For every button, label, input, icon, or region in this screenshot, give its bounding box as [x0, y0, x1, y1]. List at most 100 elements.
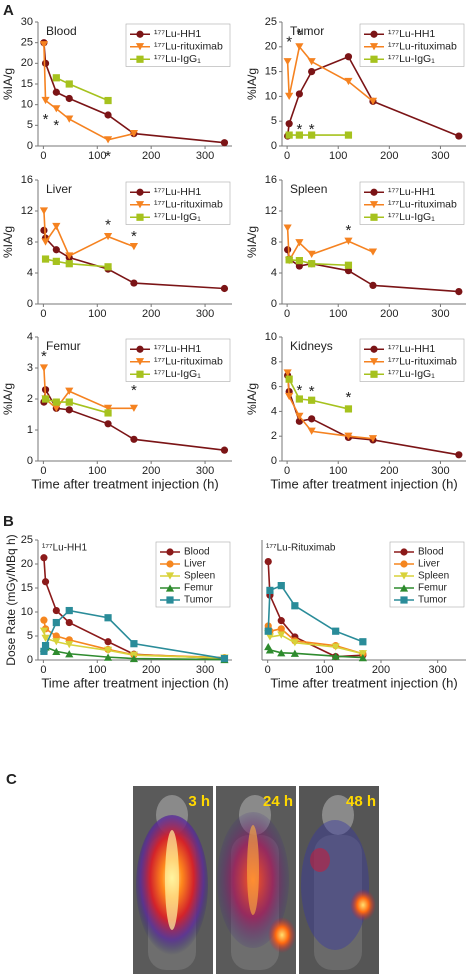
chart-title: Tumor	[290, 24, 324, 38]
marker	[295, 395, 303, 403]
marker	[308, 415, 316, 423]
marker	[455, 451, 463, 459]
marker	[369, 358, 379, 366]
legend-label: ¹⁷⁷Lu-rituximab	[154, 356, 223, 368]
significance-mark: *	[296, 121, 302, 138]
marker	[295, 131, 303, 139]
marker	[370, 345, 378, 353]
marker	[40, 616, 48, 624]
marker	[400, 596, 408, 604]
marker	[41, 96, 50, 105]
marker	[285, 375, 293, 383]
marker	[307, 427, 316, 435]
x-tick-label: 100	[329, 308, 347, 320]
series-line	[286, 372, 374, 440]
legend-label: ¹⁷⁷Lu-HH1	[154, 343, 201, 355]
y-tick-label: 25	[21, 37, 33, 49]
marker	[104, 96, 112, 105]
chart-title: Blood	[46, 24, 77, 38]
significance-mark: *	[131, 228, 137, 245]
image-label: 48 h	[346, 793, 376, 810]
legend-label: ¹⁷⁷Lu-IgG₁	[154, 211, 201, 223]
marker	[277, 625, 285, 633]
legend-label: ¹⁷⁷Lu-rituximab	[388, 356, 457, 368]
panel-label: A	[3, 2, 14, 19]
x-tick-label: 300	[196, 150, 214, 162]
legend-label: Spleen	[418, 571, 449, 582]
marker	[52, 398, 60, 406]
marker	[65, 641, 74, 649]
marker	[103, 404, 113, 412]
significance-mark: *	[53, 117, 59, 134]
marker	[344, 432, 353, 440]
marker	[295, 262, 303, 270]
y-tick-label: 15	[265, 66, 277, 78]
marker	[370, 370, 378, 378]
legend-label: Tumor	[184, 595, 213, 606]
marker	[136, 55, 144, 63]
y-tick-label: 20	[21, 558, 33, 570]
marker	[369, 43, 379, 51]
marker	[39, 364, 49, 372]
marker	[136, 370, 144, 378]
y-tick-label: 16	[265, 174, 277, 186]
significance-mark: *	[346, 222, 352, 239]
chart-title: ¹⁷⁷Lu-Rituximab	[266, 543, 336, 554]
marker	[344, 261, 353, 269]
chart-title: ¹⁷⁷Lu-HH1	[42, 543, 87, 554]
marker	[285, 256, 293, 264]
marker	[370, 55, 378, 63]
x-tick-label: 100	[88, 465, 106, 477]
y-tick-label: 6	[271, 381, 277, 393]
marker	[368, 97, 378, 105]
scan-image	[216, 786, 296, 974]
marker	[65, 115, 74, 123]
legend-label: ¹⁷⁷Lu-rituximab	[388, 199, 457, 211]
marker	[368, 435, 378, 443]
x-tick-label: 200	[142, 150, 160, 162]
marker	[136, 345, 144, 353]
y-tick-label: 0	[271, 298, 277, 310]
significance-mark: *	[105, 148, 111, 165]
x-tick-label: 300	[431, 465, 449, 477]
y-tick-label: 4	[27, 331, 33, 343]
marker	[291, 602, 299, 610]
series-line	[267, 561, 363, 658]
legend-label: ¹⁷⁷Lu-IgG₁	[388, 368, 435, 380]
series-line	[55, 77, 109, 102]
marker	[40, 647, 48, 655]
x-tick-label: 300	[428, 664, 446, 676]
marker	[65, 606, 73, 615]
marker	[166, 596, 174, 604]
y-tick-label: 4	[271, 405, 277, 417]
marker	[103, 646, 113, 654]
x-tick-label: 300	[431, 308, 449, 320]
legend-label: ¹⁷⁷Lu-IgG₁	[388, 211, 435, 223]
marker	[65, 260, 73, 268]
marker	[220, 446, 229, 454]
y-tick-label: 0	[27, 140, 33, 152]
significance-mark: *	[346, 389, 352, 406]
marker	[400, 548, 408, 556]
chart-title: Liver	[46, 182, 72, 196]
marker	[308, 396, 316, 404]
y-tick-label: 15	[21, 582, 33, 594]
marker	[307, 250, 316, 258]
marker	[283, 58, 292, 66]
marker	[103, 136, 113, 144]
x-tick-label: 100	[88, 150, 106, 162]
legend-label: Femur	[184, 583, 214, 594]
marker	[104, 420, 112, 428]
marker	[295, 257, 303, 265]
y-tick-label: 20	[21, 57, 33, 69]
legend-label: Blood	[184, 547, 210, 558]
legend-label: ¹⁷⁷Lu-rituximab	[388, 41, 457, 53]
marker	[165, 584, 175, 592]
marker	[455, 288, 463, 296]
significance-mark: *	[309, 383, 315, 400]
x-tick-label: 200	[142, 465, 160, 477]
marker	[136, 30, 144, 38]
marker	[295, 412, 304, 420]
legend-label: ¹⁷⁷Lu-IgG₁	[388, 53, 435, 65]
legend-label: Tumor	[418, 595, 447, 606]
